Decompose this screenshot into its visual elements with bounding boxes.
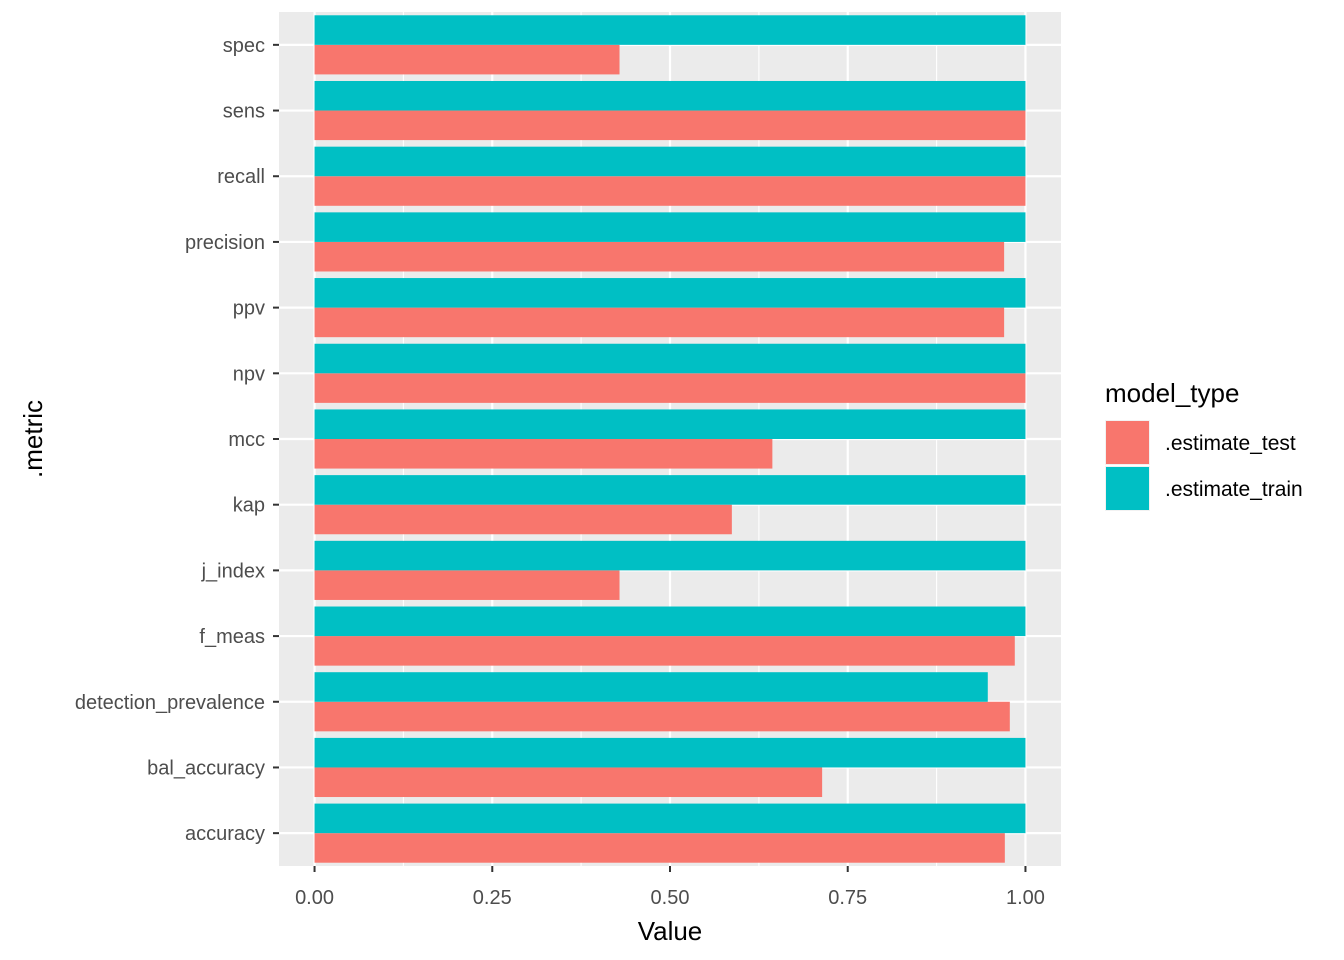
- legend-swatch-estimate-test: [1106, 421, 1149, 464]
- y-tick-label: precision: [185, 232, 265, 254]
- bar-detection_prevalence-estimate-train: [314, 672, 988, 702]
- y-axis: accuracy bal_accuracy detection_prevalence…: [75, 35, 279, 845]
- y-tick-label: recall: [217, 166, 265, 188]
- bar-spec-estimate-test: [314, 44, 620, 75]
- bar-kap-estimate-train: [314, 475, 1026, 505]
- bar-npv-estimate-test: [314, 373, 1026, 403]
- x-tick-label: 0.25: [473, 887, 512, 909]
- bar-sens-estimate-train: [314, 80, 1026, 111]
- y-tick-label: detection_prevalence: [75, 692, 265, 714]
- y-tick-label: j_index: [201, 560, 265, 582]
- y-tick-label: spec: [223, 35, 265, 57]
- bar-f_meas-estimate-train: [314, 606, 1026, 637]
- x-axis: 0.00 0.25 0.50 0.75 1.00: [295, 866, 1045, 909]
- y-tick-label: kap: [233, 495, 265, 517]
- bar-spec-estimate-train: [314, 15, 1026, 45]
- y-axis-title: .metric: [18, 400, 48, 478]
- bars: [314, 15, 1026, 863]
- bar-bal_accuracy-estimate-train: [314, 737, 1026, 768]
- y-tick-label: f_meas: [199, 626, 265, 648]
- legend-label: .estimate_test: [1165, 432, 1296, 455]
- bar-j_index-estimate-train: [314, 540, 1026, 571]
- bar-npv-estimate-train: [314, 343, 1026, 374]
- bar-mcc-estimate-train: [314, 409, 1026, 439]
- bar-kap-estimate-test: [314, 504, 732, 535]
- x-tick-label: 0.75: [828, 887, 867, 909]
- bar-j_index-estimate-test: [314, 570, 620, 600]
- y-tick-label: mcc: [228, 429, 265, 451]
- bar-sens-estimate-test: [314, 110, 1026, 141]
- bar-accuracy-estimate-train: [314, 803, 1026, 834]
- bar-precision-estimate-test: [314, 241, 1005, 272]
- y-tick-label: ppv: [233, 298, 265, 320]
- legend-label: .estimate_train: [1165, 478, 1303, 501]
- x-tick-label: 0.00: [295, 887, 334, 909]
- x-axis-title: Value: [638, 916, 703, 946]
- bar-ppv-estimate-train: [314, 278, 1026, 308]
- legend: model_type .estimate_test .estimate_train: [1105, 378, 1303, 511]
- y-tick-label: bal_accuracy: [147, 757, 265, 779]
- bar-bal_accuracy-estimate-test: [314, 767, 823, 798]
- x-tick-label: 1.00: [1006, 887, 1045, 909]
- legend-title: model_type: [1105, 378, 1239, 408]
- bar-ppv-estimate-test: [314, 307, 1005, 338]
- bar-recall-estimate-train: [314, 146, 1026, 177]
- bar-detection_prevalence-estimate-test: [314, 701, 1010, 732]
- y-tick-label: npv: [233, 363, 265, 385]
- x-tick-label: 0.50: [651, 887, 690, 909]
- y-tick-label: accuracy: [185, 823, 265, 845]
- bar-f_meas-estimate-test: [314, 636, 1015, 666]
- y-tick-label: sens: [223, 101, 265, 123]
- bar-recall-estimate-test: [314, 176, 1026, 206]
- bar-precision-estimate-train: [314, 212, 1026, 242]
- bar-mcc-estimate-test: [314, 439, 773, 469]
- legend-swatch-estimate-train: [1106, 467, 1149, 510]
- bar-accuracy-estimate-test: [314, 833, 1005, 863]
